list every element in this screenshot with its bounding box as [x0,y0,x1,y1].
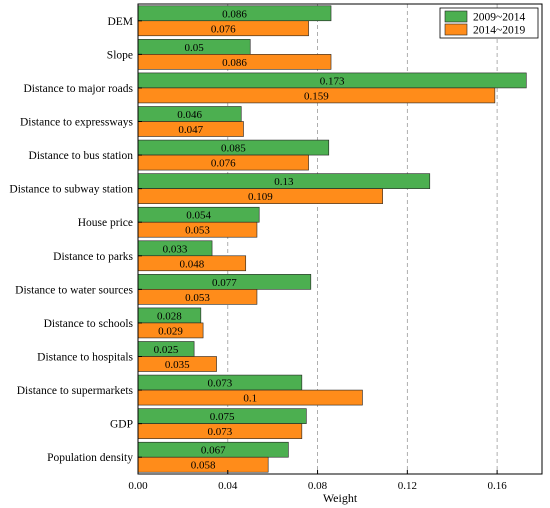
data-label: 0.033 [163,243,188,255]
data-label: 0.046 [177,109,202,121]
category-label: Distance to supermarkets [17,385,134,397]
data-label: 0.085 [221,143,246,155]
category-labels: DEM Slope Distance to major roads Distance … [9,16,142,464]
category-label: Distance to major roads [23,83,133,95]
data-label: 0.067 [201,445,226,457]
category-label: Population density [47,452,133,464]
data-label: 0.159 [304,90,329,102]
data-label: 0.076 [211,23,236,35]
x-axis-title: Weight [323,491,358,505]
data-label: 0.086 [222,8,247,20]
data-label: 0.13 [274,176,294,188]
x-tick-label: 0.00 [128,480,148,492]
plot-frame [137,3,543,475]
legend-swatch [444,10,468,23]
data-label: 0.076 [211,158,236,170]
data-label: 0.109 [248,191,273,203]
data-labels: 0.086 0.076 0.05 0.086 0.173 0.159 0.046 0.047 0… [154,8,345,471]
data-label: 0.029 [158,325,183,337]
data-label: 0.086 [222,57,247,69]
data-label: 0.05 [184,42,204,54]
data-label: 0.047 [178,124,203,136]
data-label: 0.054 [186,210,211,222]
bars [137,5,527,473]
category-label: Distance to schools [44,318,134,330]
data-label: 0.048 [179,258,204,270]
x-tick-label: 0.04 [218,480,238,492]
category-label: Distance to expressways [20,117,134,129]
x-tick-label: 0.16 [487,480,507,492]
data-label: 0.035 [165,359,190,371]
category-label: Distance to hospitals [37,352,133,364]
category-label: Distance to bus station [29,150,134,162]
category-label: GDP [110,419,133,431]
data-label: 0.173 [320,75,345,87]
data-label: 0.058 [191,460,216,472]
data-label: 0.053 [185,292,210,304]
data-label: 0.025 [154,344,179,356]
data-label: 0.1 [243,393,257,405]
x-tick-label: 0.12 [398,480,417,492]
category-label: House price [78,217,133,229]
category-label: Distance to subway station [9,184,133,196]
legend-label: 2009~2014 [473,12,525,24]
data-label: 0.073 [208,426,233,438]
category-label: Distance to water sources [15,284,133,296]
category-label: DEM [107,16,133,28]
legend-swatch [444,23,468,36]
category-label: Distance to parks [53,251,133,263]
data-label: 0.053 [185,225,210,237]
data-label: 0.028 [157,310,182,322]
data-label: 0.073 [208,378,233,390]
x-axis: 0.00 0.04 0.08 0.12 0.16 [128,470,507,492]
x-tick-label: 0.08 [308,480,328,492]
data-label: 0.077 [212,277,237,289]
category-label: Slope [107,49,133,61]
data-label: 0.075 [210,411,235,423]
legend-label: 2014~2019 [473,25,525,37]
